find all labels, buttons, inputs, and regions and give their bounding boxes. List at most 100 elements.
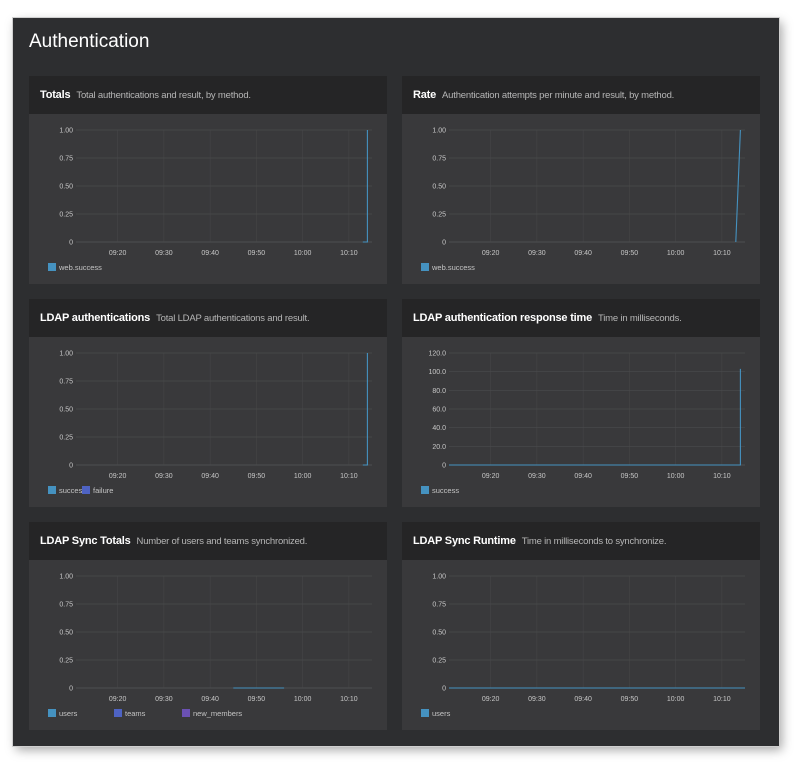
legend-swatch [182, 709, 190, 717]
legend-item-success[interactable]: success [421, 486, 459, 495]
x-tick-label: 10:00 [294, 250, 312, 257]
y-tick-label: 0.25 [59, 658, 73, 665]
chart-totals: 1.00 0.75 0.50 0.25 0 09:20 09:30 09:40 09:50 10:… [59, 128, 372, 257]
x-tick-label: 09:30 [155, 696, 173, 703]
legend-swatch [421, 263, 429, 271]
y-tick-label: 0.50 [59, 184, 73, 191]
y-tick-label: 0.75 [432, 156, 446, 163]
y-tick-label: 100.0 [428, 369, 446, 376]
legend-item-web-success[interactable]: web.success [421, 263, 475, 272]
y-tick-label: 0.75 [59, 156, 73, 163]
series-line-success [449, 368, 741, 466]
y-tick-label: 0.25 [432, 658, 446, 665]
y-tick-label: 20.0 [432, 444, 446, 451]
panel-subtitle: Number of users and teams synchronized. [136, 536, 308, 547]
x-tick-label: 09:50 [621, 696, 639, 703]
panel-rate: Rate Authentication attempts per minute a… [402, 76, 760, 284]
x-tick-label: 10:00 [294, 473, 312, 480]
panel-subtitle: Time in milliseconds. [598, 313, 682, 324]
y-tick-label: 1.00 [432, 128, 446, 135]
legend-item-success[interactable]: success [48, 486, 86, 495]
legend-item-users[interactable]: users [48, 709, 77, 718]
legend-label: new_members [193, 709, 243, 718]
panel-title-text: Totals [40, 89, 71, 101]
panel-title: Rate Authentication attempts per minute a… [413, 89, 674, 101]
x-tick-label: 10:00 [667, 250, 685, 257]
y-tick-label: 60.0 [432, 407, 446, 414]
legend-item-new-members[interactable]: new_members [182, 709, 242, 718]
legend-swatch [48, 263, 56, 271]
panel-title-text: LDAP authentications [40, 312, 151, 324]
legend-label: users [432, 709, 451, 718]
y-tick-label: 0.25 [59, 212, 73, 219]
panel-title-text: LDAP Sync Totals [40, 535, 131, 547]
panel-title: LDAP authentications Total LDAP authentic… [40, 312, 310, 324]
x-tick-label: 09:40 [574, 473, 592, 480]
panel-subtitle: Total LDAP authentications and result. [156, 313, 310, 324]
panel-header: LDAP Sync Runtime Time in milliseconds to… [402, 522, 760, 560]
x-tick-label: 10:10 [713, 473, 731, 480]
x-tick-label: 09:20 [109, 473, 127, 480]
x-tick-label: 10:00 [667, 696, 685, 703]
authentication-dashboard: Authentication Totals Total authenticatio… [13, 18, 779, 746]
y-tick-label: 0.75 [59, 602, 73, 609]
x-tick-label: 09:30 [528, 696, 546, 703]
x-tick-label: 09:40 [201, 473, 219, 480]
x-tick-label: 09:20 [482, 473, 500, 480]
series-line-web-success [735, 129, 741, 243]
series-line-success [362, 353, 368, 466]
legend-swatch [48, 709, 56, 717]
x-tick-label: 09:40 [201, 696, 219, 703]
legend-item-users[interactable]: users [421, 709, 450, 718]
chart-ldap-authentication-response-time: 120.0 100.0 80.0 60.0 40.0 20.0 0 09:20 09:30 09:… [428, 351, 745, 480]
y-tick-label: 0.50 [432, 184, 446, 191]
panel-header: LDAP Sync Totals Number of users and team… [29, 522, 387, 560]
panel-title-text: Rate [413, 89, 437, 101]
legend-label: web.success [432, 263, 475, 272]
x-tick-label: 09:50 [621, 473, 639, 480]
legend-item-failure[interactable]: failure [82, 486, 113, 495]
y-tick-label: 0.50 [59, 407, 73, 414]
panel-ldap-authentication-response-time: LDAP authentication response time Time in… [402, 299, 760, 507]
y-tick-label: 120.0 [428, 351, 446, 358]
y-tick-label: 0.50 [59, 630, 73, 637]
panel-ldap-sync-totals: LDAP Sync Totals Number of users and team… [29, 522, 387, 730]
y-tick-label: 0.25 [432, 212, 446, 219]
y-tick-label: 0 [69, 463, 73, 470]
legend-label: success [432, 486, 460, 495]
y-tick-label: 1.00 [59, 128, 73, 135]
y-tick-label: 0.50 [432, 630, 446, 637]
series-line-web-success [362, 130, 368, 243]
y-tick-label: 1.00 [59, 351, 73, 358]
x-tick-label: 09:30 [528, 473, 546, 480]
legend-item-teams[interactable]: teams [114, 709, 145, 718]
y-tick-label: 80.0 [432, 388, 446, 395]
panel-header: LDAP authentications Total LDAP authentic… [29, 299, 387, 337]
legend-swatch [48, 486, 56, 494]
legend-swatch [114, 709, 122, 717]
panel-subtitle: Total authentications and result, by met… [76, 90, 251, 101]
panel-subtitle: Authentication attempts per minute and r… [442, 90, 675, 101]
page-title: Authentication [29, 31, 150, 52]
x-tick-label: 09:20 [109, 696, 127, 703]
legend-item-web-success[interactable]: web.success [48, 263, 102, 272]
x-tick-label: 10:10 [340, 696, 358, 703]
legend-swatch [421, 709, 429, 717]
x-tick-label: 10:00 [667, 473, 685, 480]
legend-label: users [59, 709, 78, 718]
x-tick-label: 09:20 [109, 250, 127, 257]
legend-label: web.success [59, 263, 102, 272]
legend-label: success [59, 486, 87, 495]
x-tick-label: 09:40 [201, 250, 219, 257]
x-tick-label: 10:10 [713, 250, 731, 257]
chart-rate: 1.00 0.75 0.50 0.25 0 09:20 09:30 09:40 09:50 10:… [432, 128, 745, 257]
panel-totals: Totals Total authentications and result, … [29, 76, 387, 284]
panel-header: Rate Authentication attempts per minute a… [402, 76, 760, 114]
x-tick-label: 10:10 [713, 696, 731, 703]
y-tick-label: 0 [442, 463, 446, 470]
y-tick-label: 0 [442, 686, 446, 693]
x-tick-label: 09:30 [155, 250, 173, 257]
x-tick-label: 10:10 [340, 473, 358, 480]
x-tick-label: 09:50 [248, 473, 266, 480]
x-tick-label: 09:40 [574, 250, 592, 257]
